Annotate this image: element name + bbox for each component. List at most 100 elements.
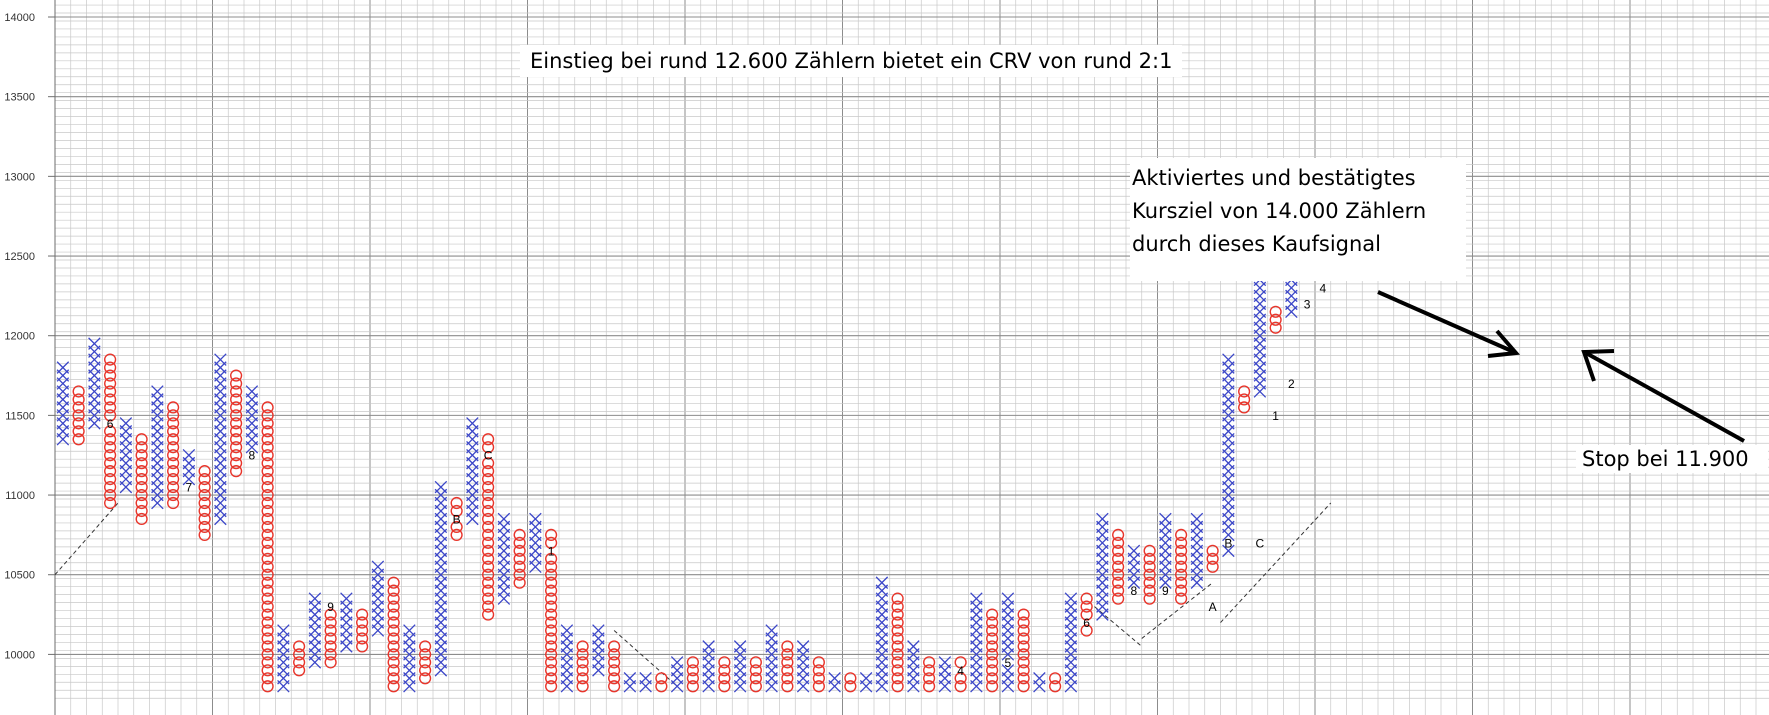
o-mark [1112,584,1125,597]
o-mark [387,624,400,637]
x-mark [308,592,322,605]
o-mark [135,512,148,526]
o-mark [1238,393,1251,406]
o-mark [1143,552,1156,565]
o-mark [261,552,274,565]
o-mark [576,656,589,669]
o-mark [419,656,432,669]
o-mark [1017,640,1030,653]
o-mark [812,680,825,693]
o-mark [167,496,180,510]
o-mark [482,504,495,518]
x-mark [859,672,873,685]
o-mark [482,576,495,589]
o-mark [198,512,211,526]
o-mark [167,480,180,494]
o-mark [986,664,999,677]
column-label: 5 [1005,656,1012,670]
o-mark [812,664,825,677]
o-mark [1269,313,1282,326]
o-mark [482,520,495,534]
o-mark [686,672,699,685]
o-mark [545,656,558,669]
o-mark [419,664,432,677]
x-mark [245,385,259,398]
o-mark [261,616,274,629]
o-mark [104,425,117,438]
o-mark [261,664,274,677]
chart-grid [54,0,1769,715]
column-label: 9 [327,600,334,614]
o-mark [576,640,589,653]
headline-annotation: Einstieg bei rund 12.600 Zählern bietet … [520,45,1183,77]
stop-arrow-shaft [1585,351,1745,443]
o-mark [986,656,999,669]
o-mark [1112,536,1125,549]
o-mark [261,457,274,470]
o-mark [891,656,904,669]
o-mark [891,680,904,693]
o-mark [261,528,274,541]
o-mark [1112,552,1125,565]
column-label: C [484,449,493,463]
o-mark [545,648,558,661]
o-mark [198,480,211,494]
o-mark [230,449,243,462]
o-mark [198,473,211,486]
o-mark [167,417,180,430]
o-mark [1206,544,1219,557]
o-mark [482,465,495,478]
o-mark [986,632,999,645]
o-mark [954,656,967,669]
column-label: 9 [1162,584,1169,598]
column-label: B [1224,536,1232,550]
o-mark [1112,560,1125,573]
y-tick-label: 14000 [4,12,35,24]
x-mark [828,672,841,685]
o-mark [545,632,558,645]
o-mark [324,640,337,653]
o-mark [749,672,762,685]
o-mark [261,488,274,502]
o-mark [891,592,904,605]
o-mark [230,433,243,446]
o-mark [608,656,621,669]
o-mark [387,656,400,669]
o-mark [1143,568,1156,581]
o-mark [576,648,589,661]
x-mark [119,417,133,430]
o-mark [261,584,274,597]
o-mark [1080,624,1093,637]
o-mark [104,457,117,470]
o-mark [387,672,400,685]
o-mark [545,528,558,541]
o-mark [104,385,117,398]
o-mark [167,449,180,462]
o-mark [230,409,243,422]
chart-marks [56,193,1314,693]
o-mark [954,680,967,693]
o-mark [1017,664,1030,677]
o-mark [1175,560,1188,573]
o-mark [167,488,180,502]
o-mark [513,568,526,581]
x-mark [970,592,983,605]
o-mark [482,536,495,549]
o-mark [261,512,274,526]
o-mark [1143,584,1156,597]
o-mark [230,377,243,390]
o-mark [1175,528,1188,541]
kursziel-arrow-head [1487,329,1521,358]
o-mark [230,417,243,430]
o-mark [72,433,85,446]
o-mark [545,600,558,613]
x-mark [907,640,920,653]
o-mark [1080,608,1093,621]
y-tick-label: 12000 [4,331,35,343]
o-mark [104,433,117,446]
y-tick-label: 13500 [4,92,35,104]
y-axis: 14000 13500 13000 12500 12000 11500 11000 10500… [4,0,56,715]
o-mark [718,672,731,685]
o-mark [781,680,794,693]
